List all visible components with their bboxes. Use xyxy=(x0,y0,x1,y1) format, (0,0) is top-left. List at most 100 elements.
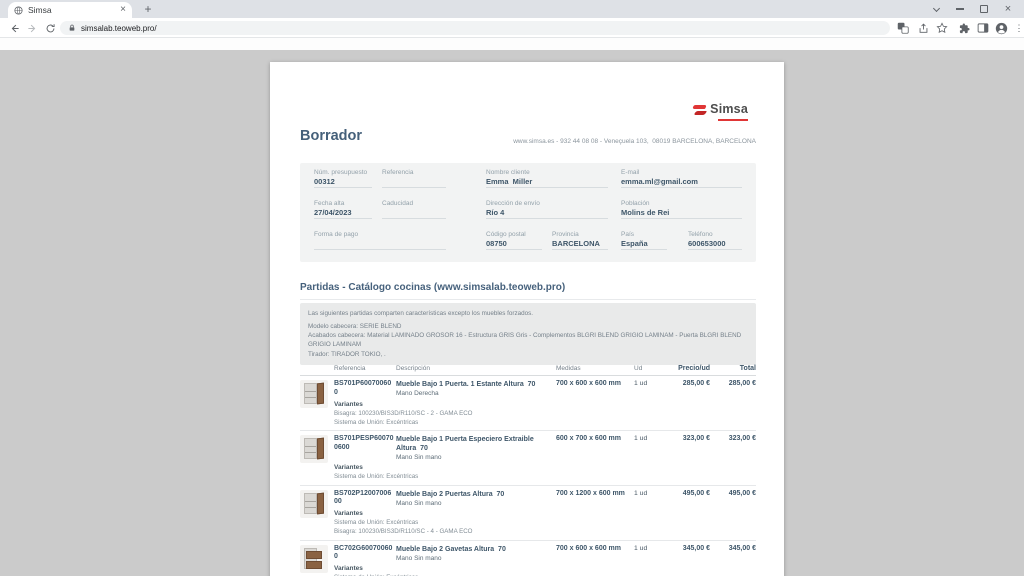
field-label: Nombre cliente xyxy=(486,169,530,176)
profile-avatar-icon[interactable] xyxy=(993,21,1009,35)
table-row: BS702P12007006 00 Mueble Bajo 2 Puertas … xyxy=(300,486,756,541)
telefono-field[interactable]: Teléfono 600653000 xyxy=(688,231,742,250)
field-label: Referencia xyxy=(382,169,414,176)
codigo-postal-field[interactable]: Código postal 08750 xyxy=(486,231,542,250)
item-unit-price: 323,00 € xyxy=(682,435,710,443)
items-table: Referencia Descripción Medidas Ud Precio… xyxy=(300,365,756,576)
translate-icon[interactable] xyxy=(895,21,911,35)
field-label: E-mail xyxy=(621,169,640,176)
field-value: España xyxy=(621,239,648,248)
page-top-strip xyxy=(0,38,1024,50)
favicon-globe-icon xyxy=(14,5,23,15)
cabinet-image xyxy=(300,380,328,408)
cabinet-image xyxy=(300,544,328,573)
item-reference: BS701PESP60070 0600 xyxy=(334,435,394,451)
share-icon[interactable] xyxy=(915,21,931,35)
url-text: simsalab.teoweb.pro/ xyxy=(81,23,157,33)
extensions-puzzle-icon[interactable] xyxy=(956,21,972,35)
nombre-cliente-field[interactable]: Nombre cliente Emma Miller xyxy=(486,169,608,188)
field-label: Código postal xyxy=(486,231,526,238)
field-value xyxy=(382,208,446,218)
provincia-field[interactable]: Provincia BARCELONA xyxy=(552,231,608,250)
item-reference: BS702P12007006 00 xyxy=(334,489,392,506)
item-total: 495,00 € xyxy=(728,489,756,497)
field-label: Población xyxy=(621,200,650,207)
item-description: Mueble Bajo 1 Puerta. 1 Estante Altura 7… xyxy=(396,381,536,398)
item-units: 1 ud xyxy=(634,489,648,497)
item-units: 1 ud xyxy=(634,544,648,552)
browser-tab[interactable]: Simsa × xyxy=(8,2,132,18)
note-acabados: Acabados cabecera: Material LAMINADO GRO… xyxy=(308,332,742,349)
new-tab-button[interactable]: + xyxy=(144,2,152,16)
logo-underline xyxy=(718,119,748,121)
caducidad-field[interactable]: Caducidad xyxy=(382,200,446,219)
tab-close-icon[interactable]: × xyxy=(120,4,126,15)
reload-icon[interactable] xyxy=(42,21,58,35)
kebab-menu-icon[interactable]: ⋮ xyxy=(1014,22,1024,33)
forma-pago-field[interactable]: Forma de pago xyxy=(314,231,446,250)
bookmark-star-icon[interactable] xyxy=(934,21,950,35)
field-label: Caducidad xyxy=(382,200,414,207)
email-field[interactable]: E-mail emma.ml@gmail.com xyxy=(621,169,742,188)
col-referencia: Referencia xyxy=(334,365,366,372)
product-thumbnail xyxy=(300,489,334,537)
field-label: Teléfono xyxy=(688,231,713,238)
col-total: Total xyxy=(739,365,756,372)
page-title: Borrador xyxy=(300,128,363,144)
direccion-envio-field[interactable]: Dirección de envío Río 4 xyxy=(486,200,608,219)
item-measures: 700 x 600 x 600 mm xyxy=(556,544,621,552)
item-variants: Variantes Sistema de Unión: Excéntricas … xyxy=(334,565,418,576)
tab-strip: Simsa × + × xyxy=(0,0,1024,18)
num-presupuesto-field[interactable]: Núm. presupuesto 00312 xyxy=(314,169,372,188)
item-variants: Variantes Bisagra: 100230/BIS3D/R110/SC … xyxy=(334,400,473,426)
quote-document: Simsa Borrador www.simsa.es - 932 44 08 … xyxy=(270,62,784,576)
field-value: 08750 xyxy=(486,239,507,248)
field-label: Provincia xyxy=(552,231,579,238)
item-measures: 700 x 600 x 600 mm xyxy=(556,380,621,387)
back-icon[interactable] xyxy=(6,21,22,35)
tab-title: Simsa xyxy=(28,5,52,15)
field-value xyxy=(314,239,446,249)
simsa-logo-text: Simsa xyxy=(710,102,748,116)
field-value: BARCELONA xyxy=(552,239,600,248)
item-variants: Variantes Sistema de Unión: Excéntricas … xyxy=(334,510,473,536)
item-total: 323,00 € xyxy=(728,435,756,443)
item-total: 285,00 € xyxy=(728,380,756,387)
product-thumbnail xyxy=(300,380,334,427)
note-intro: Las siguientes partidas comparten caract… xyxy=(308,310,534,317)
field-label: Núm. presupuesto xyxy=(314,169,368,176)
fecha-alta-field[interactable]: Fecha alta 27/04/2023 xyxy=(314,200,372,219)
table-row: BS701PESP60070 0600 Mueble Bajo 1 Puerta… xyxy=(300,431,756,486)
cabinet-image xyxy=(300,489,328,518)
simsa-logo-icon xyxy=(693,104,708,116)
side-panel-icon[interactable] xyxy=(975,21,991,35)
lock-icon xyxy=(68,24,76,32)
field-value: 00312 xyxy=(314,177,335,186)
pais-field[interactable]: País España xyxy=(621,231,667,250)
window-minimize-button[interactable] xyxy=(948,0,972,18)
field-value: 27/04/2023 xyxy=(314,208,352,217)
forward-icon[interactable] xyxy=(24,21,40,35)
shared-characteristics-note: Las siguientes partidas comparten caract… xyxy=(300,303,756,365)
referencia-field[interactable]: Referencia xyxy=(382,169,446,188)
poblacion-field[interactable]: Población Molins de Rei xyxy=(621,200,742,219)
field-label: Fecha alta xyxy=(314,200,345,207)
field-value xyxy=(382,177,446,187)
browser-toolbar: simsalab.teoweb.pro/ ⋮ xyxy=(0,18,1024,38)
tab-search-chevron-icon[interactable] xyxy=(924,0,948,18)
field-value: 600653000 xyxy=(688,239,726,248)
item-description: Mueble Bajo 2 Puertas Altura 70 Mano Sin… xyxy=(396,490,505,507)
item-variants: Variantes Sistema de Unión: Excéntricas xyxy=(334,464,419,481)
field-label: Dirección de envío xyxy=(486,200,540,207)
item-reference: BC702G60070060 0 xyxy=(334,544,393,561)
field-label: Forma de pago xyxy=(314,231,359,238)
section-title: Partidas - Catálogo cocinas (www.simsala… xyxy=(300,282,756,300)
url-bar[interactable]: simsalab.teoweb.pro/ xyxy=(60,21,890,35)
note-modelo: Modelo cabecera: SERIE BLEND xyxy=(308,323,402,331)
col-medidas: Medidas xyxy=(556,365,581,372)
field-value: emma.ml@gmail.com xyxy=(621,177,698,186)
window-close-button[interactable]: × xyxy=(1004,2,1012,15)
simsa-logo: Simsa xyxy=(693,100,748,121)
window-maximize-button[interactable] xyxy=(972,0,996,18)
